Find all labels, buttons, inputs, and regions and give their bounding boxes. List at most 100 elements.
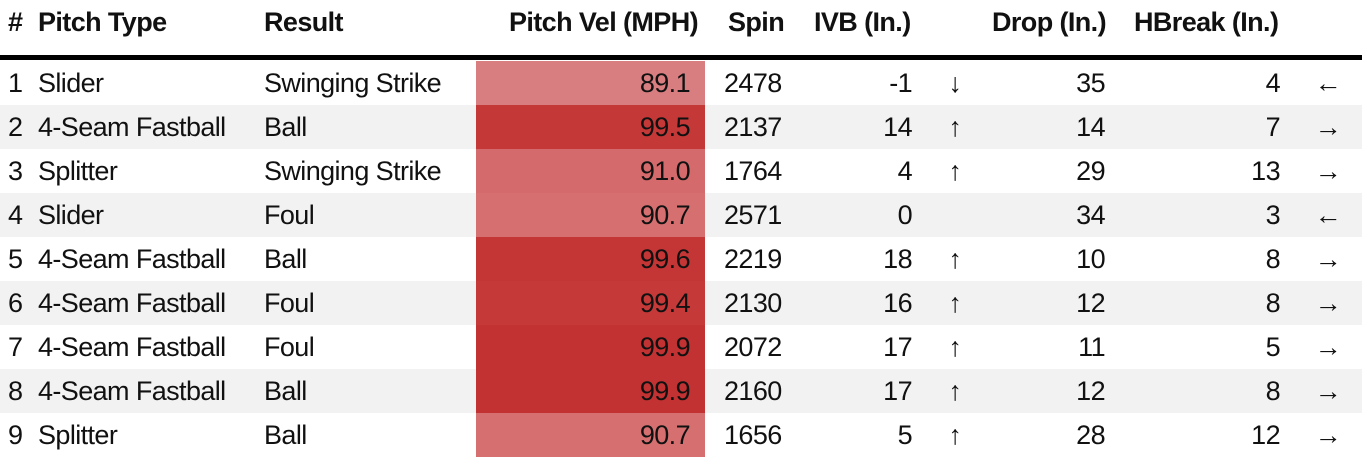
table-cell: 17 <box>883 376 912 406</box>
velocity-shade <box>476 325 705 369</box>
table-cell: 90.7 <box>639 420 691 450</box>
table-cell: → <box>1314 244 1342 274</box>
table-cell: → <box>1314 420 1342 450</box>
table-cell: 2219 <box>724 244 782 274</box>
table-cell: ↓ <box>948 68 963 98</box>
table-cell: → <box>1314 112 1342 142</box>
table-cell: 6 <box>8 288 23 318</box>
table-cell: 13 <box>1251 156 1280 186</box>
table-cell: → <box>1314 332 1342 362</box>
velocity-shade <box>476 369 705 413</box>
table-cell: 0 <box>897 200 913 230</box>
table-cell: Ball <box>264 376 307 406</box>
table-cell: → <box>1314 156 1342 186</box>
header-rule <box>0 55 1362 60</box>
table-cell: 28 <box>1076 420 1105 450</box>
table-cell: 4 <box>8 200 23 230</box>
table-cell: 2478 <box>724 68 782 98</box>
table-cell: Splitter <box>38 420 118 450</box>
table-cell: → <box>1314 288 1342 318</box>
table-cell: 12 <box>1076 376 1105 406</box>
table-cell: 7 <box>8 332 23 362</box>
velocity-shade <box>476 149 705 193</box>
column-header: Pitch Vel (MPH) <box>508 7 699 37</box>
table-cell: 4-Seam Fastball <box>38 332 226 362</box>
column-header: # <box>8 7 23 37</box>
table-cell: 89.1 <box>639 68 691 98</box>
column-header: Spin <box>728 7 785 37</box>
table-cell: 1764 <box>724 156 782 186</box>
table-cell: 99.4 <box>639 288 691 318</box>
table-cell: Slider <box>38 200 104 230</box>
table-cell: Slider <box>38 68 104 98</box>
table-cell: 12 <box>1251 420 1280 450</box>
table-cell: 35 <box>1076 68 1105 98</box>
table-cell: ↑ <box>948 244 963 274</box>
table-cell: ← <box>1314 68 1342 98</box>
table-cell: Splitter <box>38 156 118 186</box>
velocity-shade <box>476 105 705 149</box>
column-header: Pitch Type <box>38 7 167 37</box>
table-cell: 17 <box>883 332 912 362</box>
table-cell: 16 <box>883 288 912 318</box>
table-cell: 9 <box>8 420 23 450</box>
table-cell: 4 <box>897 156 913 186</box>
table-cell: 4-Seam Fastball <box>38 288 226 318</box>
table-cell: 14 <box>1076 112 1105 142</box>
table-cell: ← <box>1314 200 1342 230</box>
table-cell: → <box>1314 376 1342 406</box>
table-cell: 2137 <box>724 112 782 142</box>
column-header: Result <box>264 7 344 37</box>
table-cell: 4-Seam Fastball <box>38 376 226 406</box>
velocity-shade <box>476 281 705 325</box>
table-cell: 29 <box>1076 156 1105 186</box>
table-cell: 7 <box>1265 112 1281 142</box>
velocity-shade <box>476 413 705 457</box>
column-header: IVB (In.) <box>814 7 911 37</box>
table-cell: 2160 <box>724 376 782 406</box>
table-cell: 4-Seam Fastball <box>38 244 226 274</box>
velocity-shade <box>476 193 705 237</box>
table-cell: -1 <box>889 68 912 98</box>
column-header: HBreak (In.) <box>1134 7 1279 37</box>
table-cell: 5 <box>897 420 913 450</box>
table-cell: Swinging Strike <box>264 156 442 186</box>
table-cell: 8 <box>1265 288 1281 318</box>
velocity-shade <box>476 237 705 281</box>
table-cell: ↑ <box>948 332 963 362</box>
table-cell: ↑ <box>948 156 963 186</box>
table-cell: 4 <box>1265 68 1281 98</box>
table-cell: 1656 <box>724 420 782 450</box>
table-cell: 5 <box>8 244 23 274</box>
table-cell: 3 <box>1265 200 1281 230</box>
table-cell: Swinging Strike <box>264 68 442 98</box>
table-cell: 34 <box>1076 200 1105 230</box>
table-cell: 99.6 <box>639 244 691 274</box>
table-cell: 8 <box>1265 376 1281 406</box>
table-cell: 10 <box>1076 244 1105 274</box>
table-cell: 12 <box>1076 288 1105 318</box>
table-cell: 3 <box>8 156 23 186</box>
table-cell: Ball <box>264 112 307 142</box>
table-cell: 4-Seam Fastball <box>38 112 226 142</box>
table-cell: 2130 <box>724 288 782 318</box>
table-cell: 1 <box>8 68 23 98</box>
table-cell: 5 <box>1265 332 1281 362</box>
table-cell: ↑ <box>948 376 963 406</box>
table-cell: Ball <box>264 420 307 450</box>
table-cell: Ball <box>264 244 307 274</box>
table-cell: 2072 <box>724 332 782 362</box>
table-cell: 99.5 <box>639 112 691 142</box>
table-cell: Foul <box>264 332 315 362</box>
column-header: Drop (In.) <box>992 7 1107 37</box>
table-cell: 99.9 <box>639 332 691 362</box>
table-cell: 18 <box>883 244 912 274</box>
table-cell: 99.9 <box>639 376 691 406</box>
velocity-shade <box>476 61 705 105</box>
table-cell: 90.7 <box>639 200 691 230</box>
table-cell: 2 <box>8 112 23 142</box>
table-cell: 8 <box>8 376 23 406</box>
table-cell: 2571 <box>724 200 782 230</box>
table-cell: 91.0 <box>639 156 691 186</box>
